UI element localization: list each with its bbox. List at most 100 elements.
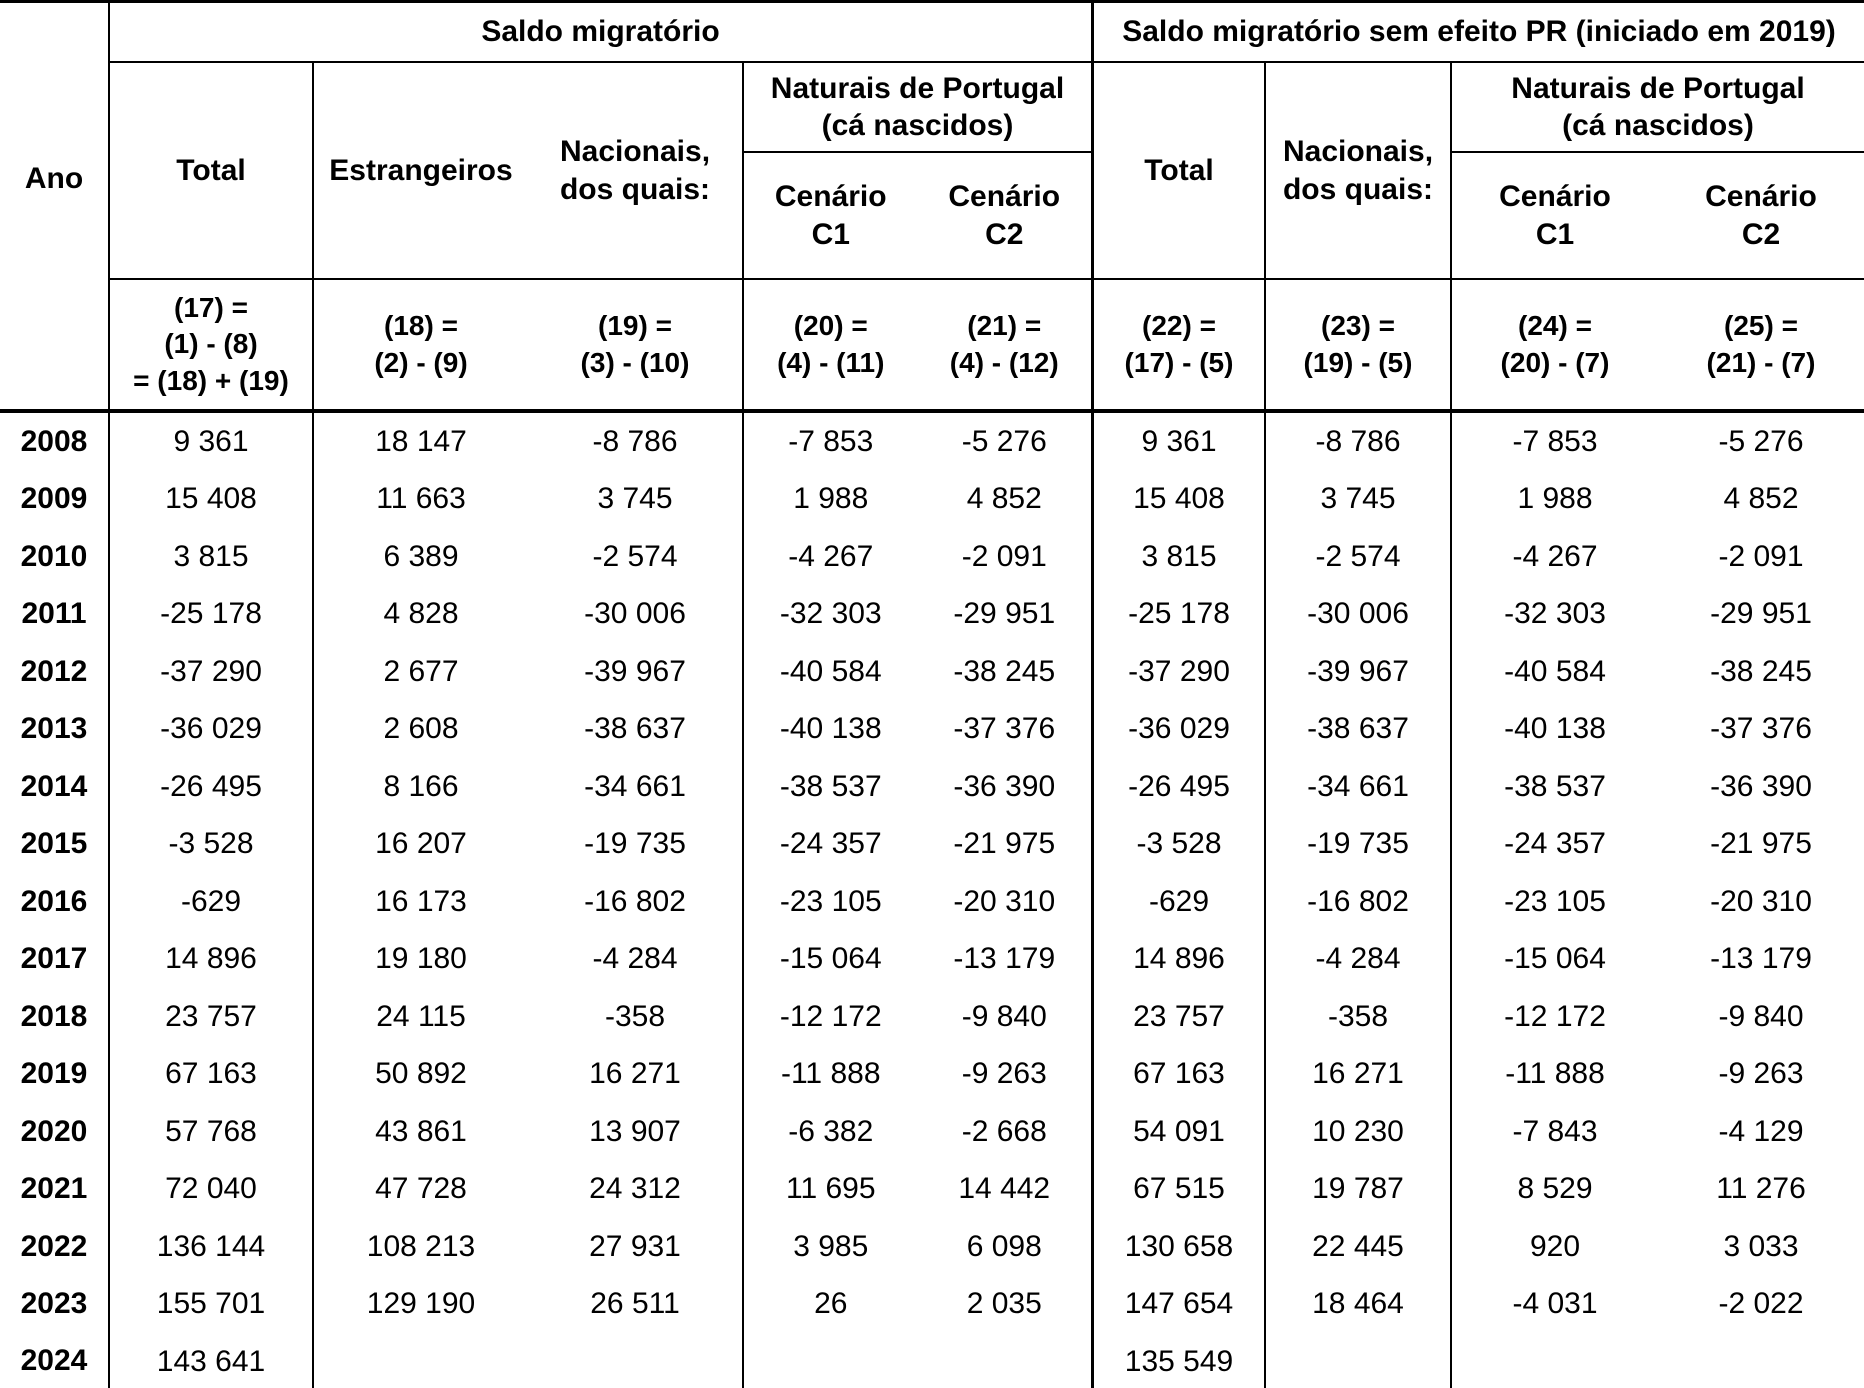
data-cell-c24-c25: -40 584 -38 245 (1452, 643, 1864, 701)
data-cell-c17: 14 896 (110, 930, 314, 988)
data-cell-c25: 4 852 (1723, 482, 1799, 516)
data-cell-c23: -38 637 (1266, 700, 1452, 758)
data-cell-c23: -8 786 (1266, 413, 1452, 471)
data-cell-c24: -4 267 (1512, 539, 1598, 573)
data-cell-c24-c25: -4 031 -2 022 (1452, 1276, 1864, 1334)
year-cell: 2009 (0, 470, 110, 528)
data-cell-c19: -34 661 (584, 769, 686, 803)
data-cell-c25: -38 245 (1710, 654, 1812, 688)
data-cell-c19: 16 271 (589, 1057, 681, 1091)
data-cell-c20-c21: -23 105 -20 310 (744, 873, 1094, 931)
g1-nacionais-header: Nacionais, dos quais: (559, 135, 711, 206)
data-cell-c25: -37 376 (1710, 712, 1812, 746)
data-cell-c22: 135 549 (1094, 1333, 1266, 1388)
data-cell-c17: -37 290 (110, 643, 314, 701)
data-cell-c20: -11 888 (780, 1057, 881, 1091)
formula-23: (23) = (19) - (5) (1266, 280, 1452, 413)
data-cell-c24: -7 853 (1512, 424, 1598, 458)
data-cell-c18-c19: 11 663 3 745 (314, 470, 744, 528)
data-cell-c24-c25: 1 988 4 852 (1452, 471, 1864, 529)
data-cell-c20: -15 064 (779, 942, 882, 976)
year-cell: 2012 (0, 643, 110, 701)
data-cell-c20-c21: -11 888 -9 263 (744, 1045, 1094, 1103)
data-cell-c21: -5 276 (961, 424, 1047, 458)
data-cell-c22: 147 654 (1094, 1275, 1266, 1333)
data-cell-c18: 24 115 (376, 999, 466, 1033)
data-cell-c17: 136 144 (110, 1218, 314, 1276)
data-cell-c19: 27 931 (589, 1229, 681, 1263)
data-cell-c17: -25 178 (110, 585, 314, 643)
data-cell-c18-c19: 18 147 -8 786 (314, 413, 744, 471)
g1-cenario-c2-header: Cenário C2 (948, 180, 1061, 251)
data-cell-c22: -26 495 (1094, 758, 1266, 816)
ano-header: Ano (0, 3, 110, 413)
formula-17: (17) = (1) - (8) = (18) + (19) (110, 280, 314, 413)
data-cell-c24: -32 303 (1504, 597, 1606, 631)
data-cell-c18: 108 213 (366, 1229, 476, 1263)
data-cell-c22: 130 658 (1094, 1218, 1266, 1276)
data-cell-c20: 26 (814, 1287, 848, 1321)
data-cell-c24-c25: -7 843 -4 129 (1452, 1103, 1864, 1161)
data-cell-c23: 16 271 (1266, 1045, 1452, 1103)
data-cell-c21: -38 245 (953, 654, 1056, 688)
g2-cenarios-header: Cenário C1 Cenário C2 (1452, 153, 1864, 280)
data-cell-c18: 11 663 (376, 482, 466, 516)
data-cell-c18: 4 828 (383, 597, 459, 631)
data-cell-c18-c19: 2 608 -38 637 (314, 700, 744, 758)
data-cell-c18: 50 892 (375, 1057, 467, 1091)
data-cell-c18: 2 677 (383, 654, 459, 688)
data-cell-c24-c25: -40 138 -37 376 (1452, 701, 1864, 759)
g2-cenario-c2-header: Cenário C2 (1705, 180, 1817, 251)
data-cell-c20-c21: -6 382 -2 668 (744, 1103, 1094, 1161)
data-cell-c21: -21 975 (953, 827, 1056, 861)
data-cell-c23 (1266, 1333, 1452, 1388)
data-cell-c18-c19 (314, 1333, 744, 1388)
data-cell-c22: -37 290 (1094, 643, 1266, 701)
data-cell-c20-c21: -40 584 -38 245 (744, 643, 1094, 701)
data-cell-c23: -358 (1266, 988, 1452, 1046)
data-cell-c23: -34 661 (1266, 758, 1452, 816)
data-cell-c18-c19: 8 166 -34 661 (314, 758, 744, 816)
data-cell-c24-c25: -7 853 -5 276 (1452, 413, 1864, 471)
data-cell-c24: -40 584 (1504, 654, 1606, 688)
data-cell-c25: -20 310 (1710, 884, 1812, 918)
data-cell-c23: -30 006 (1266, 585, 1452, 643)
data-cell-c25: -5 276 (1718, 424, 1804, 458)
data-cell-c24-c25: -11 888 -9 263 (1452, 1046, 1864, 1104)
data-cell-c20: -40 138 (779, 712, 882, 746)
data-cell-c23: 10 230 (1266, 1103, 1452, 1161)
year-cell: 2013 (0, 700, 110, 758)
data-cell-c17: 3 815 (110, 528, 314, 586)
data-cell-c22: 15 408 (1094, 470, 1266, 528)
data-cell-c20: 11 695 (785, 1172, 876, 1206)
year-cell: 2015 (0, 815, 110, 873)
group2-title: Saldo migratório sem efeito PR (iniciado… (1094, 3, 1864, 63)
data-cell-c24: -40 138 (1504, 712, 1606, 746)
data-cell-c18: 6 389 (383, 539, 459, 573)
data-cell-c24: -23 105 (1504, 884, 1606, 918)
year-cell: 2010 (0, 528, 110, 586)
data-cell-c18-c19: 6 389 -2 574 (314, 528, 744, 586)
data-cell-c19: -2 574 (592, 539, 678, 573)
data-cell-c21: -9 263 (961, 1057, 1047, 1091)
data-cell-c19: 24 312 (589, 1172, 681, 1206)
data-cell-c24-c25: -12 172 -9 840 (1452, 988, 1864, 1046)
data-cell-c22: 54 091 (1094, 1103, 1266, 1161)
year-cell: 2024 (0, 1333, 110, 1388)
g2-nacionais-header: Nacionais, dos quais: (1266, 63, 1452, 280)
data-cell-c22: 9 361 (1094, 413, 1266, 471)
data-cell-c17: 67 163 (110, 1045, 314, 1103)
g1-cenarios-header: Cenário C1 Cenário C2 (744, 153, 1094, 280)
data-cell-c24-c25: 8 529 11 276 (1452, 1161, 1864, 1219)
data-cell-c17: -36 029 (110, 700, 314, 758)
data-cell-c24: -15 064 (1504, 942, 1606, 976)
data-cell-c18: 47 728 (375, 1172, 467, 1206)
data-cell-c22: 67 515 (1094, 1160, 1266, 1218)
data-cell-c24: -11 888 (1505, 1057, 1605, 1091)
group1-title: Saldo migratório (110, 3, 1094, 63)
data-cell-c20: -4 267 (788, 539, 874, 573)
data-cell-c18: 19 180 (375, 942, 467, 976)
data-cell-c21: -2 091 (961, 539, 1047, 573)
data-cell-c20: -7 853 (788, 424, 874, 458)
